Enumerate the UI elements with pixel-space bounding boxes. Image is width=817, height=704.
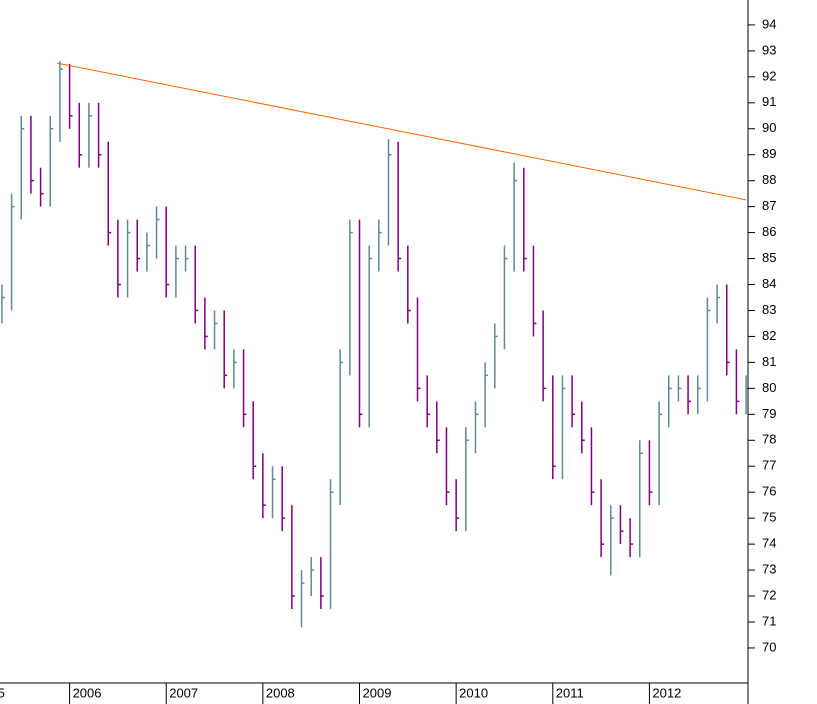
y-tick-label: 92 bbox=[762, 68, 776, 83]
y-tick-label: 81 bbox=[762, 354, 776, 369]
y-tick-label: 75 bbox=[762, 510, 776, 525]
y-tick-label: 74 bbox=[762, 536, 776, 551]
y-tick-label: 79 bbox=[762, 406, 776, 421]
y-tick-label: 91 bbox=[762, 94, 776, 109]
x-tick-label: 2007 bbox=[169, 685, 198, 700]
x-tick-label: 2011 bbox=[556, 685, 584, 700]
x-tick-label: 2005 bbox=[0, 685, 5, 700]
x-tick-label: 2012 bbox=[652, 685, 681, 700]
y-tick-label: 71 bbox=[762, 613, 776, 628]
y-tick-label: 89 bbox=[762, 146, 776, 161]
y-tick-label: 70 bbox=[762, 639, 776, 654]
x-tick-label: 2008 bbox=[266, 685, 295, 700]
y-tick-label: 88 bbox=[762, 172, 776, 187]
y-tick-label: 93 bbox=[762, 42, 776, 57]
x-tick-label: 2010 bbox=[459, 685, 488, 700]
x-tick-label: 2009 bbox=[363, 685, 392, 700]
y-tick-label: 83 bbox=[762, 302, 776, 317]
y-tick-label: 87 bbox=[762, 198, 776, 213]
y-tick-label: 78 bbox=[762, 432, 776, 447]
y-tick-label: 73 bbox=[762, 562, 776, 577]
y-tick-label: 94 bbox=[762, 16, 776, 31]
y-tick-label: 86 bbox=[762, 224, 776, 239]
x-axis: 2005 2006 2007 2008 2009 2010 2011 2012 bbox=[0, 683, 681, 704]
y-tick-label: 82 bbox=[762, 328, 776, 343]
y-tick-label: 77 bbox=[762, 458, 776, 473]
y-tick-label: 76 bbox=[762, 484, 776, 499]
y-axis: 70 71 72 73 74 75 76 77 78 79 80 81 82 83 84 85 86 87 88 89… bbox=[748, 16, 776, 654]
y-tick-label: 72 bbox=[762, 587, 776, 602]
plot-area bbox=[1, 61, 748, 628]
y-tick-label: 90 bbox=[762, 120, 776, 135]
y-tick-label: 80 bbox=[762, 380, 776, 395]
y-tick-label: 84 bbox=[762, 276, 776, 291]
x-tick-label: 2006 bbox=[73, 685, 102, 700]
trendline bbox=[56, 62, 747, 201]
y-tick-label: 85 bbox=[762, 250, 776, 265]
